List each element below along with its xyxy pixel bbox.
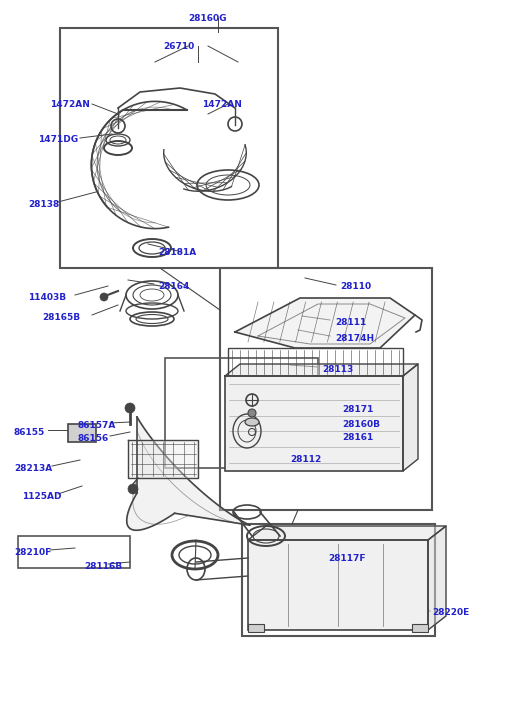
Text: 1472AN: 1472AN <box>50 100 90 109</box>
Polygon shape <box>235 298 415 348</box>
Bar <box>228 348 403 376</box>
Bar <box>220 268 432 510</box>
Circle shape <box>125 403 135 413</box>
Text: 28160B: 28160B <box>342 420 380 429</box>
Text: 26710: 26710 <box>163 42 194 51</box>
Polygon shape <box>403 364 418 471</box>
Text: 1471DG: 1471DG <box>38 135 78 144</box>
Text: 28181A: 28181A <box>158 248 196 257</box>
Text: 86155: 86155 <box>14 428 45 437</box>
Text: 1472AN: 1472AN <box>202 100 242 109</box>
Text: 28110: 28110 <box>340 282 371 291</box>
Text: 28138: 28138 <box>28 200 59 209</box>
Text: 28171: 28171 <box>342 405 373 414</box>
Bar <box>225 376 403 471</box>
Bar <box>60 28 278 268</box>
Bar <box>248 540 428 630</box>
Text: 28164: 28164 <box>158 282 189 291</box>
Text: 28117F: 28117F <box>328 554 366 563</box>
Bar <box>68 424 96 442</box>
Text: 86157A: 86157A <box>78 421 116 430</box>
Polygon shape <box>225 364 418 376</box>
Text: 28220E: 28220E <box>432 608 469 617</box>
Bar <box>165 358 318 468</box>
Bar <box>412 624 428 632</box>
Text: 28174H: 28174H <box>335 334 374 343</box>
Circle shape <box>128 484 138 494</box>
Polygon shape <box>248 526 446 540</box>
Polygon shape <box>128 440 198 478</box>
Bar <box>18 536 130 568</box>
Text: 1125AD: 1125AD <box>22 492 62 501</box>
Text: 11403B: 11403B <box>28 293 66 302</box>
Polygon shape <box>126 417 250 530</box>
Circle shape <box>100 293 108 301</box>
Bar <box>248 624 264 632</box>
Text: 28160G: 28160G <box>188 14 227 23</box>
Text: 28112: 28112 <box>290 455 321 464</box>
Ellipse shape <box>245 418 259 426</box>
Text: 28113: 28113 <box>322 365 353 374</box>
Text: 28210F: 28210F <box>14 548 51 557</box>
Text: 28165B: 28165B <box>42 313 80 322</box>
Circle shape <box>248 409 256 417</box>
Text: 86156: 86156 <box>78 434 109 443</box>
Text: 28213A: 28213A <box>14 464 52 473</box>
Text: 28116B: 28116B <box>84 562 122 571</box>
Text: 28111: 28111 <box>335 318 366 327</box>
Text: 28161: 28161 <box>342 433 373 442</box>
Polygon shape <box>428 526 446 630</box>
Bar <box>242 524 435 636</box>
